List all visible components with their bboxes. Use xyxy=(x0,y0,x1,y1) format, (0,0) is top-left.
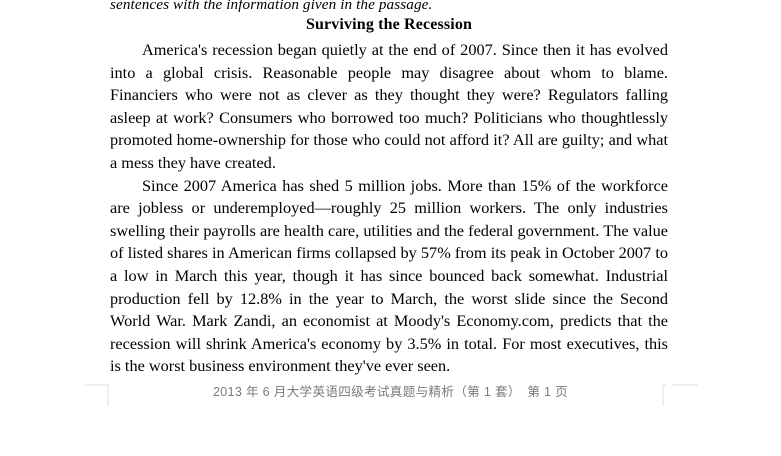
article-title: Surviving the Recession xyxy=(305,16,473,33)
page-footer: 2013 年 6 月大学英语四级考试真题与精析（第 1 套） 第 1 页 xyxy=(212,385,569,399)
text-column: sentences with the information given in … xyxy=(110,0,668,378)
instruction-line: sentences with the information given in … xyxy=(110,0,433,12)
paragraph-1: America's recession began quietly at the… xyxy=(110,40,668,172)
paragraph-2: Since 2007 America has shed 5 million jo… xyxy=(110,175,668,376)
